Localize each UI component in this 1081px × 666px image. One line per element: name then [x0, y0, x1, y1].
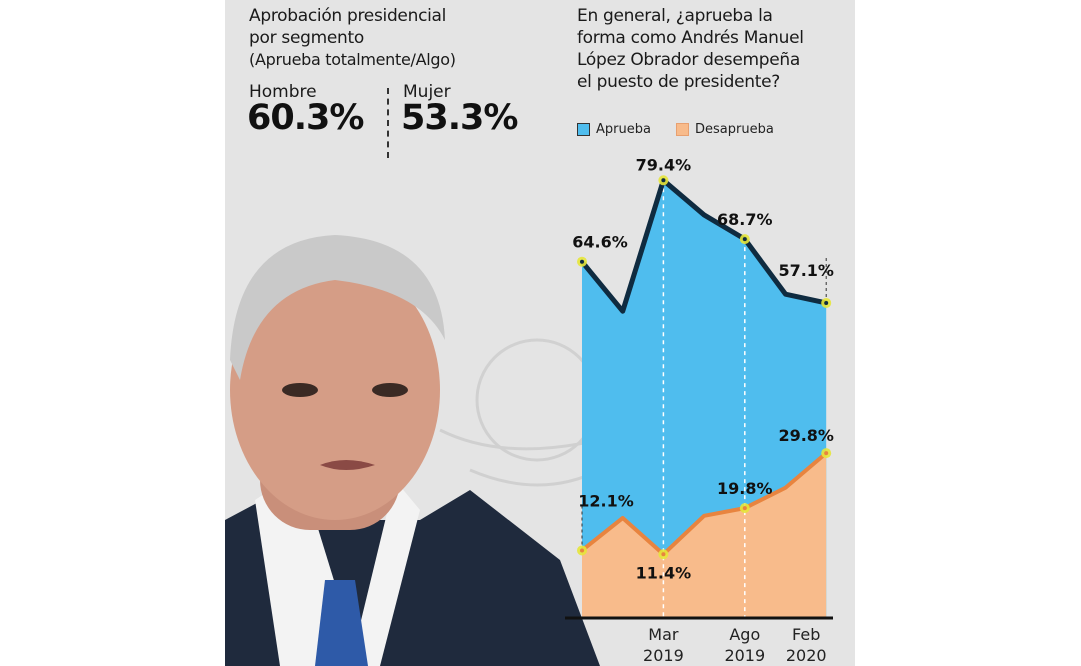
x-tick-label: 2020 — [786, 646, 827, 665]
area-desaprueba — [582, 453, 827, 617]
segment-title-line2: por segmento — [249, 28, 364, 48]
legend-item-desaprueba: Desaprueba — [676, 122, 774, 137]
president-photo — [225, 235, 600, 666]
point-center-desaprueba — [580, 548, 584, 553]
data-label-aprueba: 64.6% — [572, 233, 628, 252]
segment-value-mujer: 53.3% — [401, 98, 518, 138]
chart-title-line1: En general, ¿aprueba la — [577, 6, 773, 26]
data-label-desaprueba: 19.8% — [717, 479, 773, 498]
chart-title-line2: forma como Andrés Manuel — [577, 28, 804, 48]
data-label-aprueba: 68.7% — [717, 210, 773, 229]
x-tick-label: Feb — [792, 625, 820, 644]
segment-value-hombre: 60.3% — [247, 98, 364, 138]
data-label-aprueba: 79.4% — [636, 155, 692, 174]
legend-label-aprueba: Aprueba — [596, 122, 651, 137]
chart-title-line3: López Obrador desempeña — [577, 50, 800, 70]
approval-chart: 64.6% 79.4% 68.7% 57.1% 12.1% 11.4% 19.8% 29.8%… — [565, 155, 834, 665]
x-tick-label: 2019 — [724, 646, 765, 665]
segment-divider — [387, 88, 389, 158]
chart-title-line4: el puesto de presidente? — [577, 72, 781, 92]
point-center-aprueba — [742, 237, 747, 242]
x-tick-label: Mar — [648, 625, 679, 644]
data-label-aprueba: 57.1% — [778, 261, 834, 280]
point-center-aprueba — [824, 300, 829, 305]
segment-label-hombre: Hombre — [249, 82, 317, 102]
point-center-desaprueba — [661, 552, 666, 557]
segment-title-line1: Aprobación presidencial — [249, 6, 447, 26]
data-label-desaprueba: 29.8% — [778, 426, 834, 445]
legend-item-aprueba: Aprueba — [577, 122, 651, 137]
point-center-desaprueba — [742, 506, 747, 511]
line-desaprueba — [580, 451, 828, 557]
point-center-desaprueba — [824, 451, 829, 456]
legend-swatch-desaprueba — [676, 123, 689, 136]
x-tick-label: Ago — [729, 625, 760, 644]
line-aprueba — [580, 177, 827, 314]
segment-subtitle: (Aprueba totalmente/Algo) — [249, 50, 456, 69]
data-label-desaprueba: 11.4% — [636, 563, 692, 582]
legend-label-desaprueba: Desaprueba — [695, 122, 774, 137]
data-label-desaprueba: 12.1% — [578, 491, 634, 510]
x-tick-label: 2019 — [643, 646, 684, 665]
point-center-aprueba — [580, 259, 584, 264]
segment-label-mujer: Mujer — [403, 82, 451, 102]
legend-swatch-aprueba — [577, 123, 590, 136]
point-center-aprueba — [661, 178, 666, 183]
